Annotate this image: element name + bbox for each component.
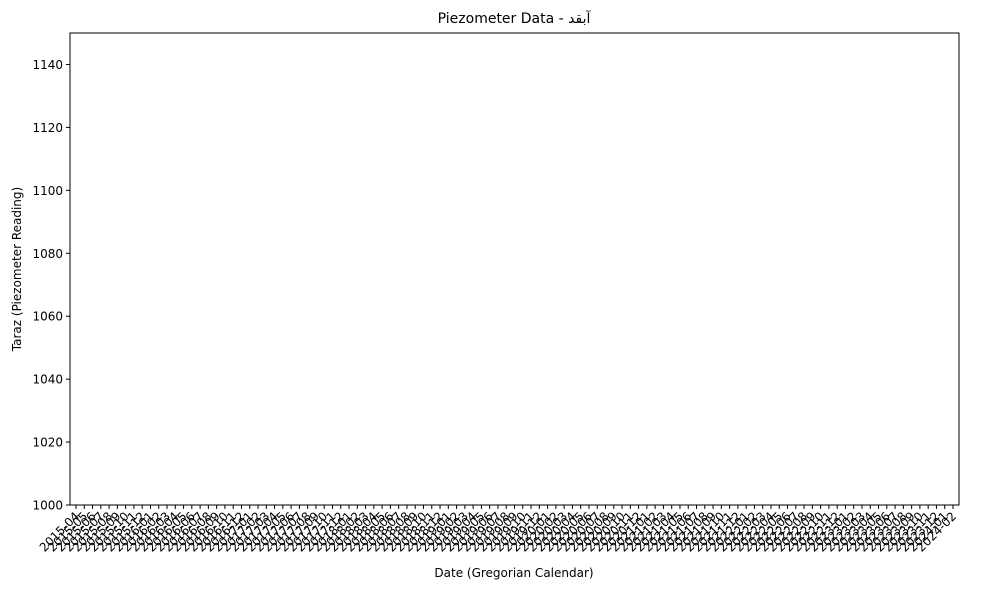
y-axis: 1000 1020 1040 1060 1080 1100 1120 1140 xyxy=(32,58,70,513)
y-tick-label: 1120 xyxy=(32,121,63,135)
y-axis-title: Taraz (Piezometer Reading) xyxy=(10,187,24,352)
y-tick-label: 1140 xyxy=(32,58,63,72)
y-tick-label: 1020 xyxy=(32,436,63,450)
y-tick-label: 1100 xyxy=(32,184,63,198)
y-tick-label: 1060 xyxy=(32,310,63,324)
y-tick-label: 1080 xyxy=(32,247,63,261)
y-tick-label: 1000 xyxy=(32,499,63,513)
x-axis-title: Date (Gregorian Calendar) xyxy=(434,566,593,580)
y-tick-label: 1040 xyxy=(32,373,63,387)
plot-area-frame xyxy=(69,32,960,506)
chart-title: Piezometer Data - آبقد xyxy=(438,10,592,27)
